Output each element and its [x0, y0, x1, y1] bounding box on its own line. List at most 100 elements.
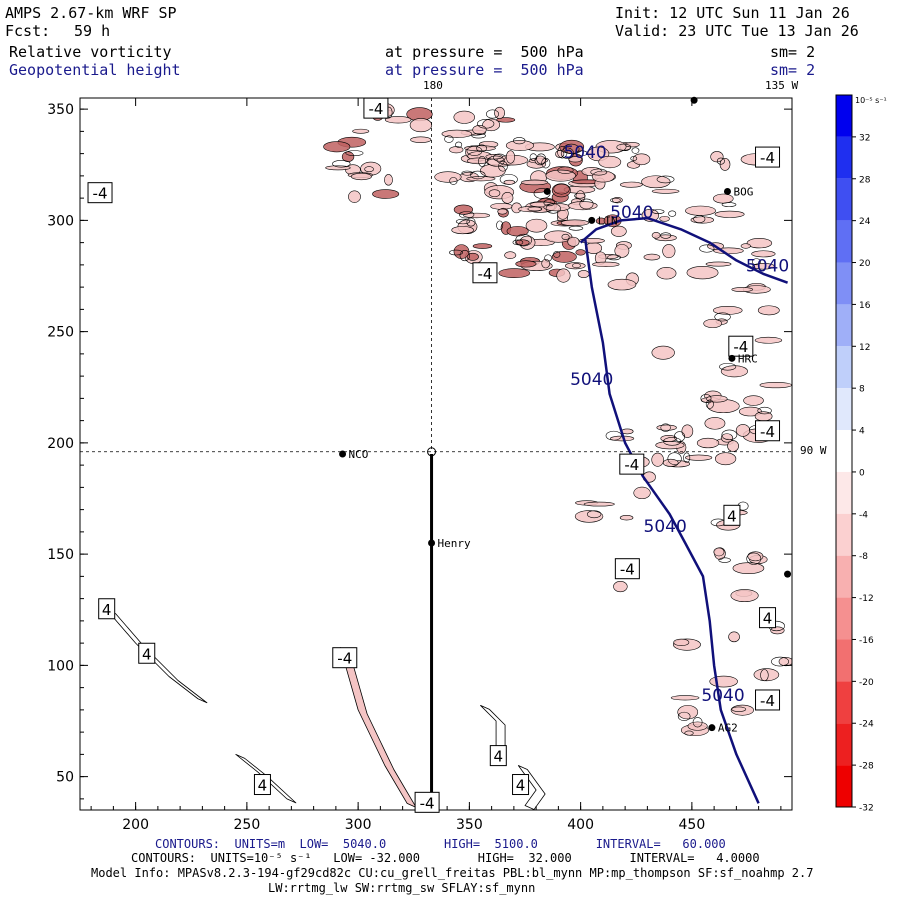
vorticity-label-box	[755, 146, 781, 168]
vorticity-blob	[567, 236, 580, 247]
vorticity-contour	[693, 215, 706, 223]
vorticity-contour	[616, 143, 632, 151]
vorticity-blob	[610, 225, 627, 237]
colorbar-swatch	[836, 346, 852, 389]
vorticity-label-box	[759, 607, 777, 629]
vorticity-blob	[643, 253, 661, 261]
colorbar-swatch	[836, 136, 852, 179]
vorticity-blob	[441, 129, 473, 138]
colorbar-swatch	[836, 681, 852, 724]
height-contour-label: 5040	[644, 517, 687, 537]
vorticity-label-box	[87, 182, 113, 204]
height-contour-5040	[579, 216, 789, 284]
station-marker	[588, 216, 596, 224]
vorticity-blob	[488, 189, 501, 198]
vorticity-blob	[714, 452, 737, 466]
vorticity-contour-label: 4	[258, 777, 268, 795]
vorticity-contour	[674, 431, 686, 442]
vorticity-blob	[728, 631, 740, 643]
vorticity-contour	[721, 202, 737, 207]
vorticity-contour	[716, 157, 725, 165]
x-tick-label: 350	[456, 817, 483, 833]
vorticity-contour-label: -4	[420, 794, 435, 812]
colorbar-tick-label: -16	[859, 636, 874, 646]
lon-label-90w: 90 W	[800, 444, 827, 457]
contour-labels: 5040 5040 5040 5040 5040 5040 -4 -4 -4 -4 -4 -4 -4 4 -…	[87, 97, 789, 813]
vorticity-blob	[505, 150, 516, 164]
vorticity-contour-label: 4	[516, 777, 526, 795]
vorticity-contour-label: -4	[733, 338, 748, 356]
vorticity-blob	[770, 626, 785, 635]
vorticity-contour	[607, 254, 621, 261]
vorticity-label-box	[619, 453, 645, 475]
vorticity-contour	[527, 206, 543, 212]
y-tick-label: 300	[47, 213, 74, 229]
vorticity-contour	[471, 133, 486, 139]
vorticity-contour	[444, 135, 454, 143]
vorticity-contour	[553, 251, 561, 258]
lon-label-135w: 135 W	[765, 79, 799, 92]
vorticity-label-box	[332, 647, 358, 669]
vorticity-contour	[512, 239, 524, 246]
vorticity-blob	[498, 268, 531, 278]
colorbar-swatch	[836, 555, 852, 598]
vorticity-contour	[493, 153, 506, 162]
colorbar-tick-label: 16	[859, 301, 871, 311]
vorticity-blob	[712, 193, 734, 204]
colorbar-tick-label: 20	[859, 259, 871, 269]
field1-smoothing: sm= 2	[770, 43, 816, 61]
stations: NCO Henry BOG HRC AG2 LIN	[339, 96, 792, 735]
vorticity-blob	[703, 318, 723, 329]
colorbar-tick-label: 12	[859, 343, 870, 353]
vorticity-contour	[587, 510, 602, 519]
vorticity-blob	[521, 179, 549, 186]
vorticity-contour	[458, 211, 475, 219]
vorticity-blob	[632, 153, 651, 166]
y-tick-label: 350	[47, 102, 74, 118]
vorticity-blob	[472, 243, 493, 249]
vorticity-blob	[591, 170, 615, 183]
colorbar-tick-label: -32	[859, 804, 874, 814]
vorticity-blob	[656, 267, 677, 280]
vorticity-contour	[652, 209, 665, 214]
vorticity-label-box	[253, 774, 271, 796]
height-contour-label: 5040	[563, 143, 606, 163]
vorticity-contour	[746, 552, 762, 565]
init-time: Init: 12 UTC Sun 11 Jan 26	[615, 4, 850, 22]
station-marker	[428, 539, 436, 547]
vorticity-contour	[718, 557, 731, 563]
vorticity-blob	[598, 155, 622, 169]
vorticity-blob	[651, 232, 661, 239]
vorticity-contour	[610, 197, 621, 203]
vorticity-blob	[732, 562, 765, 574]
station-label: AG2	[718, 722, 738, 735]
vorticity-contour	[692, 717, 703, 728]
vorticity-contour	[660, 232, 672, 239]
vorticity-blob	[641, 175, 671, 189]
vorticity-blob	[730, 589, 759, 603]
colorbar-swatch	[836, 597, 852, 640]
vorticity-blob	[384, 174, 393, 186]
vorticity-blob	[686, 266, 719, 280]
vorticity-blob	[551, 251, 577, 263]
vorticity-blob	[720, 433, 734, 443]
vorticity-contour-label: -4	[760, 149, 775, 167]
vorticity-label-box	[98, 598, 116, 620]
vorticity-blob	[560, 219, 589, 227]
vorticity-blob	[662, 244, 676, 259]
vorticity-blob	[651, 452, 664, 467]
vorticity-fill-layer	[323, 102, 792, 737]
vorticity-blob	[619, 515, 634, 521]
vorticity-blob	[690, 216, 715, 224]
vorticity-blob	[714, 210, 745, 218]
vorticity-blob	[677, 705, 699, 720]
vorticity-blob	[464, 145, 496, 152]
vorticity-contour	[760, 669, 769, 682]
vorticity-blob	[687, 721, 708, 731]
y-tick-label: 50	[56, 770, 74, 786]
colorbar-tick-label: 8	[859, 385, 865, 395]
vorticity-contour-label: -4	[368, 100, 383, 118]
vorticity-blob	[384, 116, 412, 124]
station-marker	[728, 354, 736, 362]
vorticity-blob	[482, 118, 501, 132]
